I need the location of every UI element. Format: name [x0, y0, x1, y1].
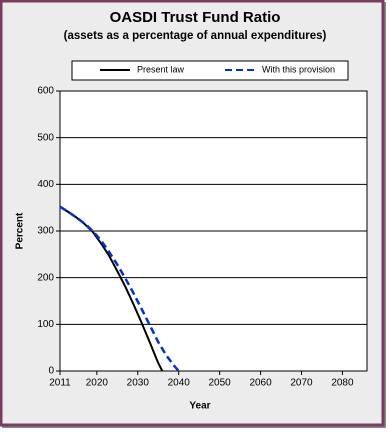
- legend-box: [71, 60, 349, 81]
- x-tick-label: 2040: [168, 378, 191, 389]
- y-tick-label: 600: [37, 86, 54, 97]
- x-tick-label: 2050: [209, 378, 232, 389]
- y-tick-label: 300: [37, 226, 54, 237]
- y-axis-label: Percent: [15, 212, 26, 249]
- x-tick-label: 2070: [290, 378, 313, 389]
- series-line: [59, 205, 164, 372]
- y-tick-label: 0: [48, 366, 54, 377]
- y-tick-label: 200: [37, 272, 54, 283]
- x-axis-label: Year: [189, 401, 210, 412]
- x-tick-label: 2030: [127, 378, 150, 389]
- x-tick-label: 2080: [331, 378, 354, 389]
- y-tick-label: 100: [37, 319, 54, 330]
- y-tick-label: 500: [37, 132, 54, 143]
- chart-title: OASDI Trust Fund Ratio: [110, 9, 281, 26]
- y-tick-label: 400: [37, 179, 54, 190]
- plot-border: [59, 90, 368, 372]
- legend-label: With this provision: [262, 64, 335, 74]
- x-tick-label: 2011: [49, 378, 71, 389]
- series-line: [59, 205, 180, 372]
- chart-subtitle: (assets as a percentage of annual expend…: [64, 30, 327, 42]
- x-tick-label: 2020: [86, 378, 109, 389]
- x-tick-label: 2060: [249, 378, 272, 389]
- legend-label: Present law: [137, 64, 185, 74]
